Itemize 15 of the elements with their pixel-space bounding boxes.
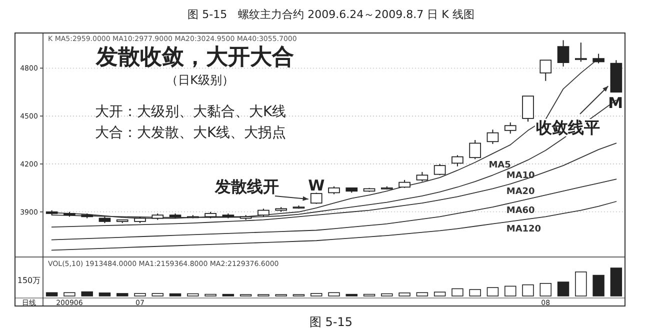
- series-label: MA20: [506, 186, 535, 197]
- annotation: M: [608, 94, 623, 112]
- text: 150万: [17, 276, 41, 285]
- chart-title: 图 5-15 螺纹主力合约 2009.6.24～2009.8.7 日 K 线图: [188, 8, 474, 21]
- series-label: MA120: [506, 224, 542, 234]
- annotation: （日K级别）: [166, 73, 234, 87]
- series-label: MA5: [488, 160, 511, 171]
- caption: 图 5-15: [309, 315, 353, 329]
- annotation: 大合：大发散、大K线、大拐点: [95, 125, 286, 141]
- annotation: W: [308, 176, 326, 194]
- annotation: 大开：大级别、大黏合、大K线: [95, 104, 286, 120]
- annotation: 发散线开: [214, 177, 279, 196]
- series-label: MA10: [506, 170, 535, 181]
- series-label: MA60: [506, 206, 535, 216]
- annotation: 发散收敛，大开大合: [95, 45, 294, 70]
